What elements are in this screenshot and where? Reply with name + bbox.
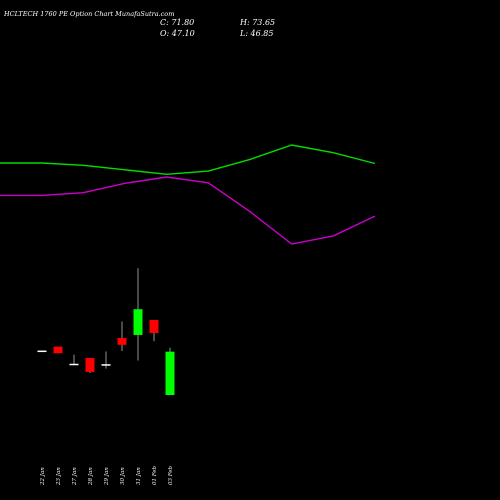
candle-body [117, 338, 127, 345]
low-value: L: 46.85 [240, 29, 274, 38]
candle-body [149, 319, 159, 333]
indicator-line-2 [0, 176, 376, 245]
date-label: 23 Jan [56, 467, 62, 486]
close-value: C: 71.80 [160, 18, 195, 27]
date-label: 28 Jan [88, 467, 94, 486]
date-label: 27 Jan [72, 467, 78, 486]
candle-body [165, 351, 175, 395]
candle-body [133, 309, 143, 335]
date-label: 30 Jan [120, 467, 126, 485]
open-value: O: 47.10 [160, 29, 195, 38]
candle-body [53, 346, 63, 354]
chart-title: HCLTECH 1760 PE Option Chart MunafaSutra… [4, 10, 175, 18]
candle-body [69, 363, 79, 366]
date-label: 22 Jan [40, 467, 46, 486]
candle-body [85, 358, 95, 372]
candle-body [101, 364, 111, 366]
date-label: 03 Feb [168, 465, 174, 485]
date-label: 31 Jan [136, 467, 142, 485]
candle-body [37, 350, 47, 353]
high-value: H: 73.65 [240, 18, 276, 27]
date-label: 29 Jan [104, 467, 110, 486]
date-label: 01 Feb [152, 465, 158, 485]
indicator-line-1 [0, 144, 376, 176]
